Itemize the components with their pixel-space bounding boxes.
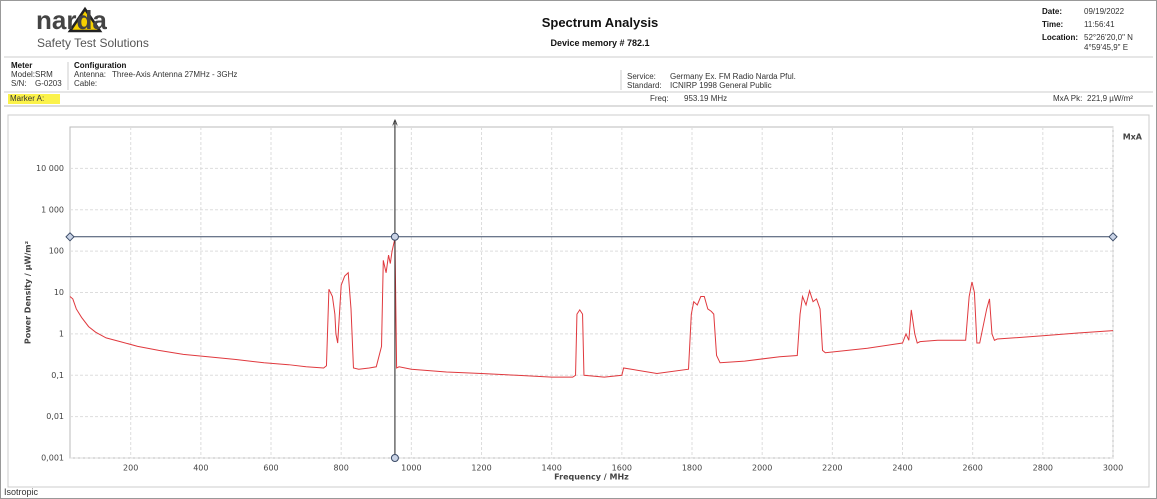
legend-entry: MxA (1123, 133, 1143, 142)
x-tick-label: 3000 (1103, 464, 1123, 473)
x-tick-label: 400 (193, 464, 208, 473)
marker-label: A (392, 119, 398, 128)
x-axis-label: Frequency / MHz (554, 473, 629, 482)
chart-border (7, 114, 1150, 488)
y-tick-label: 0,001 (41, 454, 64, 463)
location-label: Location: (1042, 33, 1078, 42)
y-tick-label: 0,1 (51, 371, 64, 380)
antenna-label: Antenna: (74, 70, 107, 79)
x-tick-label: 1800 (682, 464, 702, 473)
logo-triangle (67, 6, 103, 33)
model-label: Model: (11, 70, 36, 79)
marker-handle (390, 454, 399, 462)
sn-label: S/N: (11, 79, 27, 88)
x-tick-label: 800 (334, 464, 349, 473)
x-tick-label: 1000 (401, 464, 421, 473)
y-tick-label: 10 (54, 288, 64, 297)
peak-label: MxA Pk: (1053, 94, 1083, 103)
location-lat: 52°26'20,0" N (1084, 33, 1133, 42)
footer: Isotropic (4, 487, 39, 497)
meter-heading: Meter (11, 61, 33, 70)
x-tick-label: 2600 (962, 464, 982, 473)
location-lon: 4°59'45,9" E (1084, 43, 1129, 52)
time-label: Time: (1042, 20, 1064, 29)
trace (69, 238, 1114, 378)
sn: G-0203 (35, 79, 62, 88)
y-axis-label: Power Density / µW/m² (24, 240, 33, 344)
marker-handle (65, 232, 75, 242)
standard-label: Standard: (627, 81, 662, 90)
service-label: Service: (627, 72, 656, 81)
y-tick-label: 1 (59, 329, 64, 338)
x-tick-label: 1600 (612, 464, 632, 473)
marker-handle (1108, 232, 1118, 242)
freq-label: Freq: (650, 94, 669, 103)
report-subtitle: Device memory # 782.1 (550, 38, 650, 48)
service: Germany Ex. FM Radio Narda Pful. (670, 72, 796, 81)
cable-label: Cable: (74, 79, 98, 88)
marker-name: Marker A: (10, 94, 45, 103)
x-tick-label: 2800 (1033, 464, 1053, 473)
model: SRM (35, 70, 53, 79)
x-tick-label: 200 (123, 464, 138, 473)
tagline: Safety Test Solutions (37, 36, 149, 50)
y-tick-label: 10 000 (36, 164, 64, 173)
freq-value: 953.19 MHz (684, 94, 728, 103)
peak-value: 221,9 µW/m² (1087, 94, 1133, 103)
marker-handle (390, 232, 399, 241)
standard: ICNIRP 1998 General Public (670, 81, 772, 90)
x-tick-label: 2200 (822, 464, 842, 473)
x-tick-label: 1400 (542, 464, 562, 473)
date: 09/19/2022 (1084, 7, 1125, 16)
x-tick-label: 2400 (892, 464, 912, 473)
marker-highlight (8, 94, 60, 104)
y-tick-label: 0,01 (46, 412, 64, 421)
configuration-heading: Configuration (74, 61, 127, 70)
y-tick-label: 100 (49, 247, 64, 256)
antenna: Three-Axis Antenna 27MHz - 3GHz (112, 70, 238, 79)
date-label: Date: (1042, 7, 1063, 16)
x-tick-label: 600 (263, 464, 278, 473)
logo: narda (36, 5, 107, 35)
x-tick-label: 1200 (471, 464, 491, 473)
y-tick-label: 1 000 (41, 205, 64, 214)
report-title: Spectrum Analysis (541, 15, 659, 30)
time: 11:56:41 (1084, 20, 1115, 29)
x-tick-label: 2000 (752, 464, 772, 473)
